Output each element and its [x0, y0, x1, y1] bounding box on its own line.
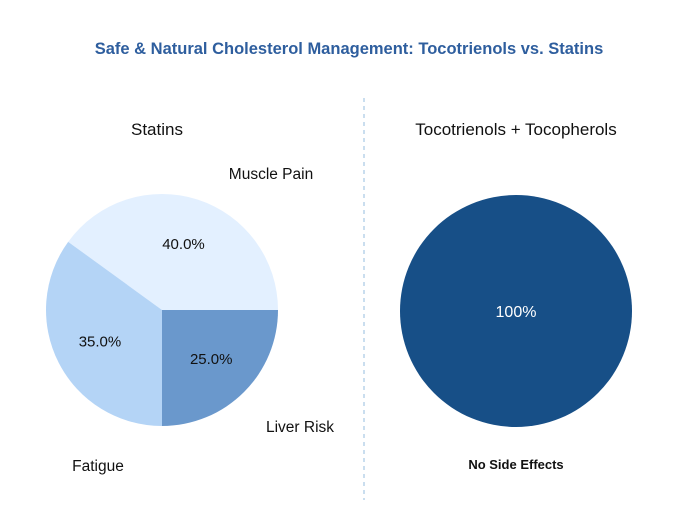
slice-value-label-muscle-pain: 40.0% [162, 236, 205, 253]
pie-slice-muscle-pain [68, 194, 279, 310]
statins-value-labels: 40.0% 35.0% 25.0% [79, 236, 233, 368]
pie-slice-liver-risk [162, 310, 278, 426]
slice-value-label-no-side-effects: 100% [496, 304, 537, 321]
tocotrienols-pie-chart: Tocotrienols + Tocopherols 100% No Side … [400, 120, 632, 472]
slice-value-label-liver-risk: 25.0% [190, 351, 233, 368]
category-label-liver-risk: Liver Risk [266, 419, 334, 436]
page-title: Safe & Natural Cholesterol Management: T… [95, 40, 604, 58]
statins-slices [46, 194, 279, 426]
statins-chart-title: Statins [131, 120, 183, 139]
pie-slice-fatigue [46, 241, 162, 426]
category-label-muscle-pain: Muscle Pain [229, 166, 313, 183]
category-label-fatigue: Fatigue [72, 458, 124, 475]
slice-value-label-fatigue: 35.0% [79, 334, 122, 351]
category-label-no-side-effects: No Side Effects [468, 457, 563, 472]
statins-pie-chart: Statins 40.0% 35.0% 25.0% Muscle Pain Live… [46, 120, 334, 475]
pie-slice-no-side-effects [400, 195, 632, 427]
tocotrienols-chart-title: Tocotrienols + Tocopherols [415, 120, 616, 139]
